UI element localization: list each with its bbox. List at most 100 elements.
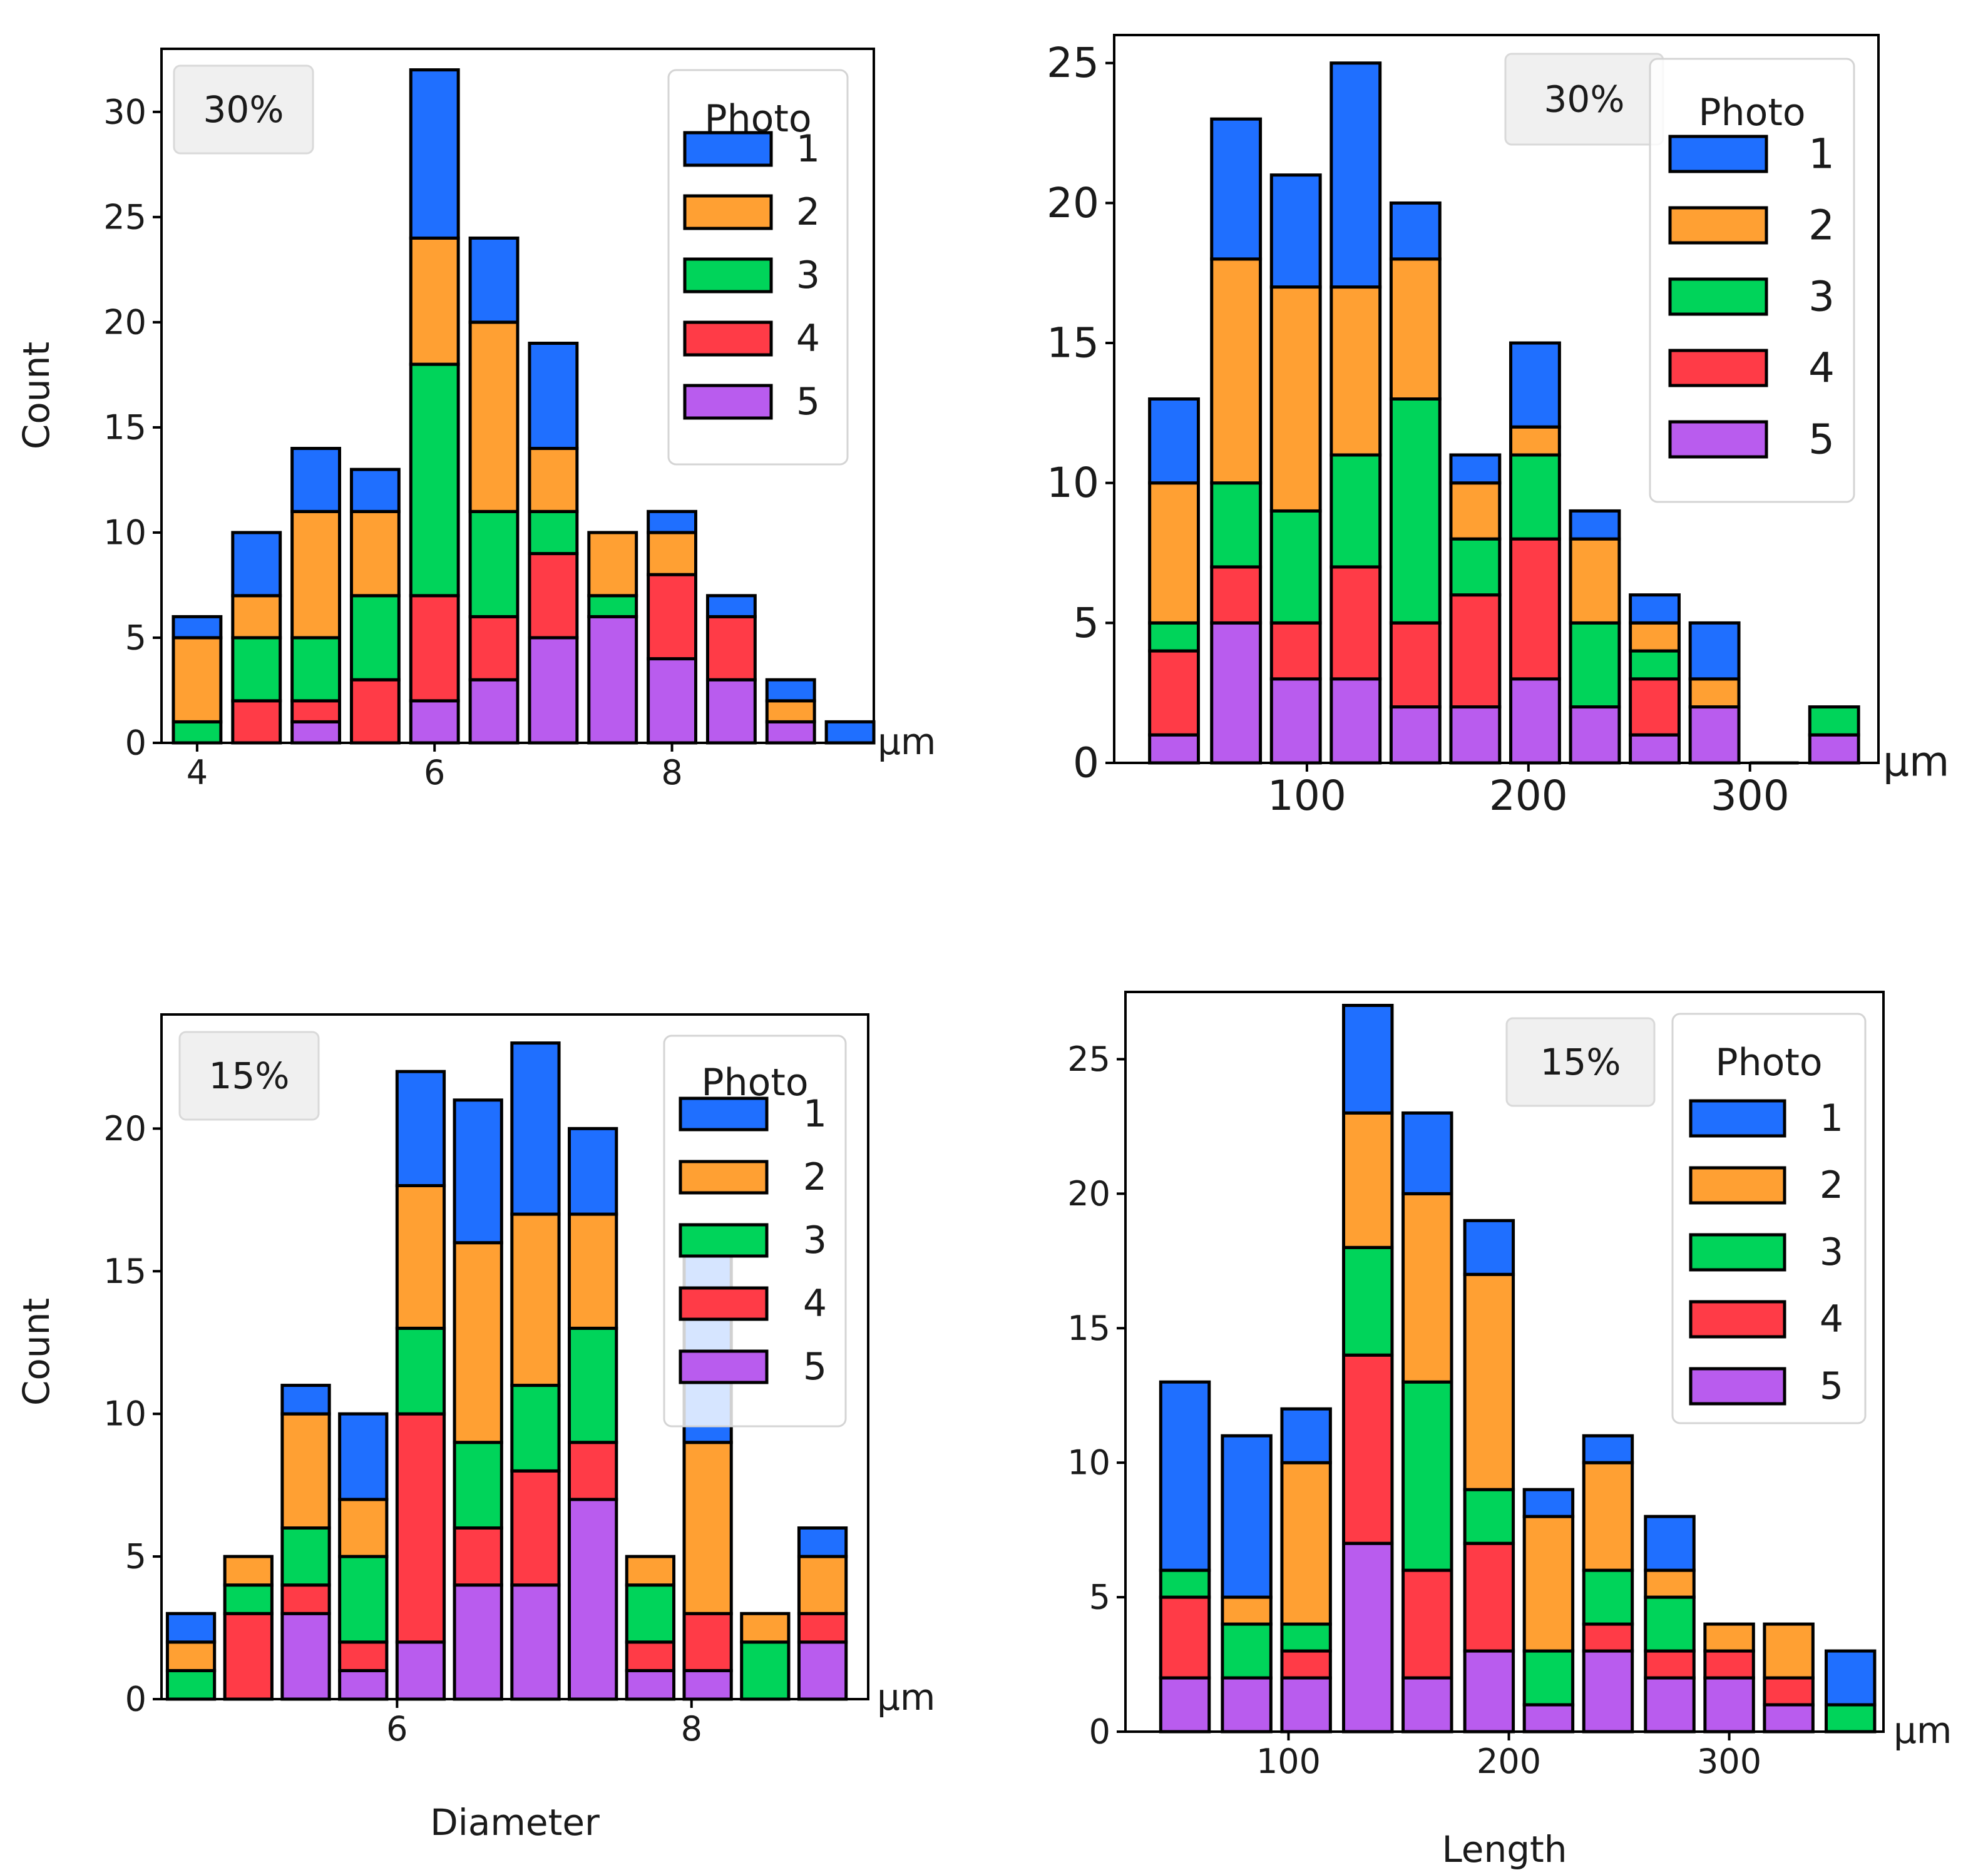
bar-series-3-bin-2	[223, 1583, 274, 1615]
x-axis-label: Length	[1442, 1828, 1567, 1871]
bar-series-1-bin-2	[231, 531, 282, 598]
bar-series-5-bin-4	[338, 1668, 389, 1701]
bar-series-2-bin-6	[1463, 1272, 1515, 1491]
bar-series-2-bin-6	[468, 320, 520, 513]
bar-series-4-bin-7	[528, 552, 579, 640]
bar-series-3-bin-4	[1342, 1245, 1394, 1357]
legend-entry-1: 1	[1820, 1096, 1843, 1140]
bars	[1159, 1003, 1877, 1734]
axes-frame	[160, 1013, 869, 1700]
bar-series-1-bin-4	[1330, 61, 1382, 289]
x-tick-label: 6	[386, 1709, 407, 1749]
bar-series-5-bin-12	[797, 1640, 848, 1701]
bar-series-2-bin-7	[1522, 1515, 1575, 1653]
bar-series-2-bin-11	[1763, 1622, 1815, 1680]
legend-entry-5: 5	[1820, 1364, 1843, 1408]
bar-series-5-bin-5	[395, 1640, 446, 1701]
bar-series-1-bin-7	[528, 341, 579, 451]
bar-series-1-bin-3	[1280, 1407, 1332, 1464]
unit-label: μm	[878, 720, 936, 763]
y-tick-label: 15	[103, 407, 146, 447]
legend-swatch-3	[679, 1223, 769, 1258]
bar-series-4-bin-1	[1159, 1595, 1211, 1680]
annotation-background	[1505, 1017, 1656, 1107]
bar-series-3-bin-8	[587, 594, 638, 618]
bar-series-2-bin-7	[510, 1212, 561, 1387]
x-tick-label: 100	[1268, 772, 1346, 820]
bar-series-5-bin-9	[1629, 733, 1681, 765]
bar-series-5-bin-1	[1148, 733, 1200, 765]
bar-series-5-bin-9	[647, 657, 697, 745]
bar-series-4-bin-8	[1582, 1622, 1634, 1653]
bar-series-1-bin-7	[510, 1041, 561, 1216]
y-tick-label: 25	[1067, 1040, 1110, 1079]
bar-series-2-bin-5	[1401, 1192, 1453, 1384]
x-tick-label: 6	[424, 753, 445, 792]
bar-series-4-bin-2	[223, 1612, 274, 1701]
legend-swatch-4	[679, 1286, 769, 1321]
bar-series-3-bin-5	[395, 1326, 446, 1416]
bar-series-4-bin-3	[1280, 1649, 1332, 1680]
unit-label: μm	[1893, 1709, 1952, 1752]
bar-series-5-bin-6	[468, 678, 520, 745]
y-tick-label: 0	[125, 1680, 146, 1719]
bar-series-2-bin-9	[1644, 1568, 1696, 1599]
y-tick-label: 20	[103, 302, 146, 342]
bar-series-1-bin-9	[1629, 593, 1681, 625]
bar-series-2-bin-5	[395, 1184, 446, 1330]
bar-series-3-bin-3	[1280, 1622, 1332, 1653]
bar-series-3-bin-7	[528, 509, 579, 556]
x-axis-label: Diameter	[430, 1801, 600, 1844]
legend-swatch-3	[1668, 277, 1768, 316]
bar-series-2-bin-11	[765, 699, 816, 723]
y-tick-label: 15	[1047, 319, 1099, 367]
unit-label: μm	[877, 1676, 935, 1719]
bar-series-4-bin-5	[1401, 1568, 1453, 1680]
bar-series-1-bin-9	[1644, 1515, 1696, 1572]
bar-series-2-bin-6	[453, 1241, 503, 1444]
legend-entry-3: 3	[796, 253, 820, 297]
bar-series-5-bin-11	[1763, 1703, 1815, 1734]
bar-series-3-bin-2	[231, 636, 282, 703]
bar-series-5-bin-3	[1280, 1676, 1332, 1734]
bar-series-5-bin-4	[1330, 677, 1382, 765]
annotation-label: 15%	[1540, 1041, 1621, 1083]
bar-series-3-bin-3	[1269, 509, 1322, 625]
bars	[172, 68, 876, 745]
bar-series-3-bin-6	[1463, 1488, 1515, 1545]
bar-series-2-bin-12	[797, 1555, 848, 1615]
bar-series-3-bin-7	[510, 1384, 561, 1473]
bar-series-5-bin-4	[1342, 1541, 1394, 1734]
legend-entry-4: 4	[803, 1282, 827, 1326]
bar-series-1-bin-7	[1522, 1488, 1575, 1518]
bar-series-2-bin-3	[290, 509, 341, 640]
y-tick-label: 30	[103, 92, 146, 131]
bar-series-5-bin-5	[1401, 1676, 1453, 1734]
chart-panel-length-15: 0 5 10 15 20 25 100 200 300 μm Length 15% Photo 1 2 3 4 5	[1067, 991, 1952, 1871]
bar-series-4-bin-10	[682, 1612, 733, 1672]
bar-series-5-bin-11	[765, 720, 816, 745]
bar-series-3-bin-11	[740, 1640, 791, 1701]
bar-series-5-bin-5	[1389, 705, 1442, 765]
legend-entry-4: 4	[1808, 344, 1835, 392]
bar-series-1-bin-10	[705, 594, 757, 618]
unit-label: μm	[1883, 738, 1949, 786]
bar-series-2-bin-10	[1703, 1622, 1755, 1653]
bar-series-2-bin-11	[740, 1612, 791, 1644]
bar-series-1-bin-1	[1148, 397, 1200, 485]
bar-series-2-bin-5	[409, 236, 460, 366]
bar-series-3-bin-8	[1582, 1568, 1634, 1626]
bar-series-3-bin-5	[1389, 397, 1442, 625]
bar-series-2-bin-9	[1629, 621, 1681, 653]
y-tick-label: 10	[1047, 459, 1099, 507]
bar-series-1-bin-5	[409, 68, 460, 240]
bar-series-1-bin-1	[1159, 1380, 1211, 1572]
x-tick-label: 300	[1697, 1742, 1761, 1781]
bar-series-4-bin-6	[468, 615, 520, 682]
bar-series-3-bin-1	[1148, 621, 1200, 653]
bar-series-2-bin-8	[1569, 537, 1621, 625]
y-tick-label: 0	[125, 723, 146, 763]
